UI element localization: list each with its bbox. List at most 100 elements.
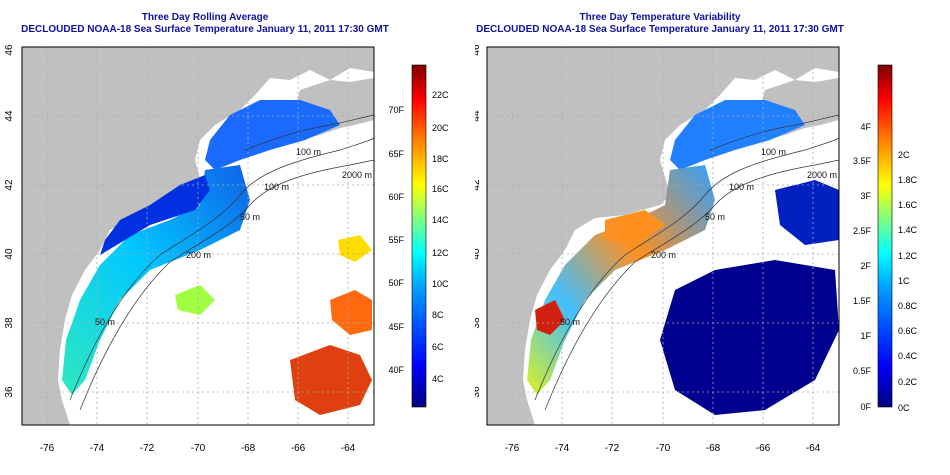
x-tick-label: -74 <box>90 443 105 454</box>
y-tick-label: 42 <box>4 179 15 191</box>
sst-green-patch <box>175 285 215 315</box>
colorbar-c-label: 16C <box>432 184 449 194</box>
land-mainland <box>22 47 374 425</box>
sst-warm-patches-2 <box>330 290 372 335</box>
right-map: 100 m 2000 m 100 m 50 m 200 m 50 m -76 -… <box>475 44 918 454</box>
left-title-line1: Three Day Rolling Average <box>141 12 269 23</box>
colorbar-c-label: 0.6C <box>898 326 918 336</box>
x-tick-label: -68 <box>241 443 256 454</box>
colorbar-c-label: 6C <box>432 342 444 352</box>
colorbar-f-label: 55F <box>388 235 404 245</box>
y-tick-label: 44 <box>475 110 482 122</box>
contour-label: 100 m <box>296 147 321 157</box>
colorbar-f-label: 2F <box>860 261 871 271</box>
colorbar <box>411 64 427 408</box>
var-offshore-low <box>660 260 839 415</box>
contour-label: 50 m <box>240 212 260 222</box>
contour-label: 50 m <box>560 317 580 327</box>
var-orange <box>605 210 665 245</box>
map-frame <box>486 46 840 426</box>
x-tick-label: -68 <box>706 443 721 454</box>
colorbar-f-label: 3F <box>860 191 871 201</box>
colorbar-f-label: 40F <box>388 365 404 375</box>
contour-label: 200 m <box>186 250 211 260</box>
y-tick-label: 46 <box>4 44 15 56</box>
right-title-line1: Three Day Temperature Variability <box>579 12 741 23</box>
colorbar-f-label: 45F <box>388 322 404 332</box>
contour-label: 100 m <box>761 147 786 157</box>
right-title-line2: DECLOUDED NOAA-18 Sea Surface Temperatur… <box>476 24 844 35</box>
sst-yellow-patch <box>338 235 372 262</box>
y-tick-label: 38 <box>4 317 15 329</box>
colorbar-c-label: 8C <box>432 310 444 320</box>
map-frame <box>21 46 375 426</box>
x-tick-label: -74 <box>555 443 570 454</box>
bathymetry-contours <box>534 114 839 411</box>
colorbar-f-label: 0F <box>860 402 871 412</box>
colorbar-f-label: 0.5F <box>853 366 872 376</box>
y-tick-label: 40 <box>475 248 482 260</box>
sst-warm-patches <box>290 345 372 415</box>
x-tick-label: -72 <box>605 443 620 454</box>
y-tick-label: 36 <box>4 386 15 398</box>
var-offshore-low-2 <box>775 180 839 245</box>
contour-label: 2000 m <box>342 170 372 180</box>
colorbar-c-label: 20C <box>432 123 449 133</box>
colorbar-c-label: 0.4C <box>898 351 918 361</box>
x-tick-label: -76 <box>40 443 55 454</box>
colorbar-f-label: 3.5F <box>853 156 872 166</box>
colorbar-c-label: 10C <box>432 279 449 289</box>
right-title: Three Day Temperature Variability DECLOU… <box>475 12 845 36</box>
left-title-line2: DECLOUDED NOAA-18 Sea Surface Temperatur… <box>21 24 389 35</box>
x-tick-label: -66 <box>756 443 771 454</box>
colorbar-c-label: 22C <box>432 90 449 100</box>
y-tick-label: 44 <box>4 110 15 122</box>
colorbar-c-label: 14C <box>432 215 449 225</box>
contour-label: 50 m <box>705 212 725 222</box>
colorbar-c-label: 1.4C <box>898 225 918 235</box>
y-tick-label: 40 <box>4 248 15 260</box>
var-gulf-of-maine <box>670 100 805 170</box>
y-tick-label: 42 <box>475 179 482 191</box>
colorbar-c-label: 0C <box>898 403 910 413</box>
x-tick-label: -66 <box>291 443 306 454</box>
bathymetry-contours <box>69 114 374 411</box>
var-high-red <box>535 300 565 335</box>
colorbar-c-label: 0.8C <box>898 301 918 311</box>
colorbar <box>877 64 893 408</box>
colorbar-c-label: 18C <box>432 154 449 164</box>
colorbar-f-label: 60F <box>388 192 404 202</box>
colorbar-c-label: 1.8C <box>898 175 918 185</box>
x-tick-label: -70 <box>656 443 671 454</box>
contour-label: 50 m <box>95 317 115 327</box>
colorbar-f-label: 1F <box>860 331 871 341</box>
colorbar-f-label: 4F <box>860 122 871 132</box>
y-tick-label: 36 <box>475 386 482 398</box>
sst-deep-blue <box>100 175 210 255</box>
var-shelf-band <box>527 165 715 395</box>
colorbar-c-label: 4C <box>432 374 444 384</box>
colorbar-f-label: 1.5F <box>853 296 872 306</box>
colorbar-f-label: 70F <box>388 105 404 115</box>
colorbar-c-label: 1C <box>898 276 910 286</box>
contour-label: 2000 m <box>807 170 837 180</box>
x-tick-label: -76 <box>505 443 520 454</box>
colorbar-c-label: 1.2C <box>898 251 918 261</box>
colorbar-c-label: 12C <box>432 248 449 258</box>
x-tick-label: -64 <box>806 443 821 454</box>
left-title: Three Day Rolling Average DECLOUDED NOAA… <box>20 12 390 36</box>
colorbar-c-label: 2C <box>898 150 910 160</box>
sst-shelf-band <box>62 165 250 395</box>
y-tick-label: 46 <box>475 44 482 56</box>
x-tick-label: -70 <box>191 443 206 454</box>
left-map: 100 m 2000 m 100 m 50 m 200 m 50 m -76 -… <box>4 44 449 454</box>
colorbar-c-label: 0.2C <box>898 377 918 387</box>
colorbar-f-label: 65F <box>388 149 404 159</box>
x-tick-label: -72 <box>140 443 155 454</box>
sst-gulf-of-maine <box>205 100 340 170</box>
contour-label: 100 m <box>264 182 289 192</box>
contour-label: 100 m <box>729 182 754 192</box>
colorbar-f-label: 2.5F <box>853 226 872 236</box>
y-tick-label: 38 <box>475 317 482 329</box>
contour-label: 200 m <box>651 250 676 260</box>
